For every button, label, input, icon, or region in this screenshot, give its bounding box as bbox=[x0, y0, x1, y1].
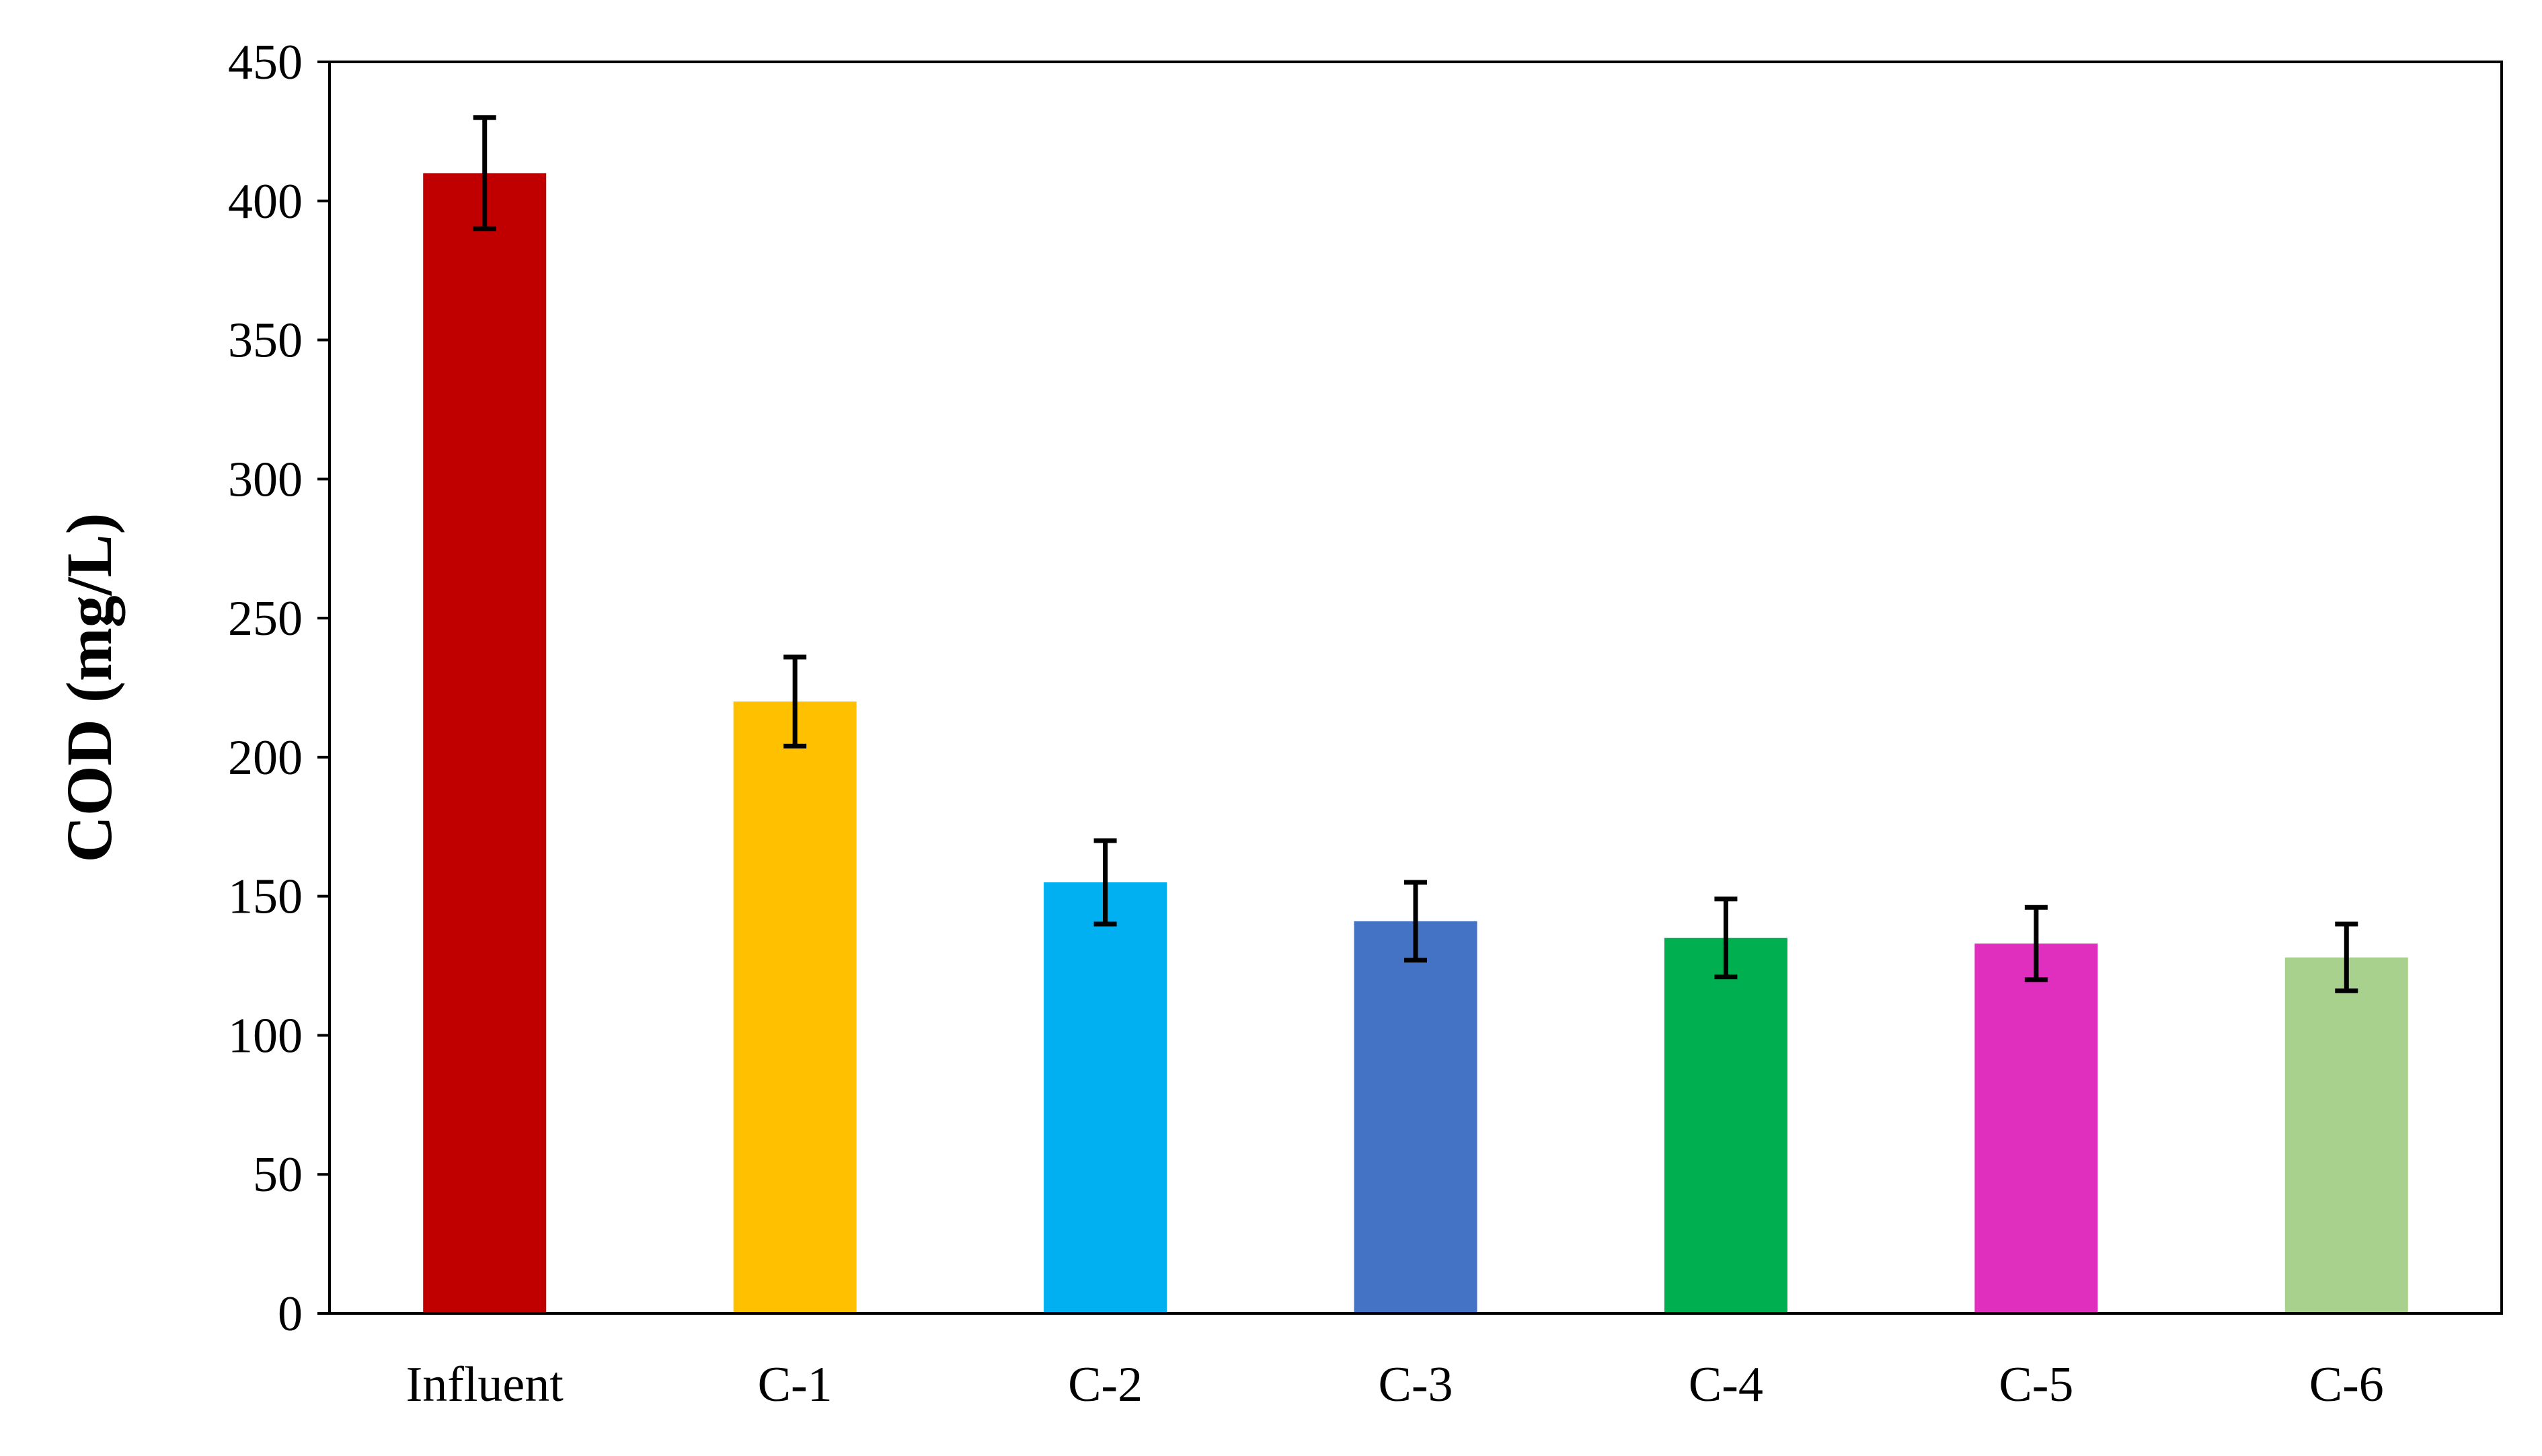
x-tick-label: Influent bbox=[406, 1357, 564, 1412]
y-tick-label: 200 bbox=[228, 730, 303, 786]
error-bar-c-3 bbox=[1404, 880, 1427, 963]
error-bar-c-1 bbox=[783, 654, 807, 749]
bar-c-1 bbox=[733, 701, 857, 1313]
y-tick-label: 250 bbox=[228, 591, 303, 646]
plot-frame bbox=[328, 61, 2503, 1315]
y-axis-label: COD (mg/L) bbox=[53, 513, 125, 863]
error-bars-layer bbox=[473, 115, 2358, 993]
y-tick-label: 300 bbox=[228, 452, 303, 507]
y-tick-label: 50 bbox=[253, 1147, 303, 1202]
y-tick-label: 400 bbox=[228, 174, 303, 229]
x-tick-label: C-5 bbox=[1999, 1357, 2073, 1412]
bar-c-6 bbox=[2284, 957, 2408, 1313]
y-tick-label: 100 bbox=[228, 1008, 303, 1063]
y-tick-label: 450 bbox=[228, 35, 303, 90]
y-tick-label: 0 bbox=[278, 1287, 303, 1342]
x-tick-label: C-2 bbox=[1068, 1357, 1143, 1412]
bar-influent bbox=[423, 173, 547, 1313]
error-bar-c-6 bbox=[2335, 921, 2358, 993]
error-bar-c-5 bbox=[2024, 905, 2048, 983]
bar-c-4 bbox=[1664, 937, 1787, 1313]
bar-c-2 bbox=[1044, 882, 1167, 1313]
x-axis-ticks: Influent C-1 C-2 C-3 C-4 C-5 C-6 bbox=[406, 1357, 2384, 1412]
x-tick-label: C-6 bbox=[2309, 1357, 2384, 1412]
error-bar-c-2 bbox=[1093, 838, 1117, 927]
bar-c-5 bbox=[1974, 943, 2098, 1313]
bars-layer bbox=[423, 173, 2408, 1313]
error-bar-influent bbox=[473, 115, 496, 231]
y-axis-ticks: 0 50 100 150 200 250 300 350 400 450 bbox=[228, 35, 330, 1342]
x-tick-label: C-4 bbox=[1689, 1357, 1763, 1412]
x-tick-label: C-1 bbox=[758, 1357, 833, 1412]
bar-c-3 bbox=[1354, 921, 1477, 1313]
error-bar-c-4 bbox=[1714, 896, 1738, 980]
y-tick-label: 150 bbox=[228, 870, 303, 925]
x-tick-label: C-3 bbox=[1379, 1357, 1453, 1412]
y-tick-label: 350 bbox=[228, 313, 303, 369]
